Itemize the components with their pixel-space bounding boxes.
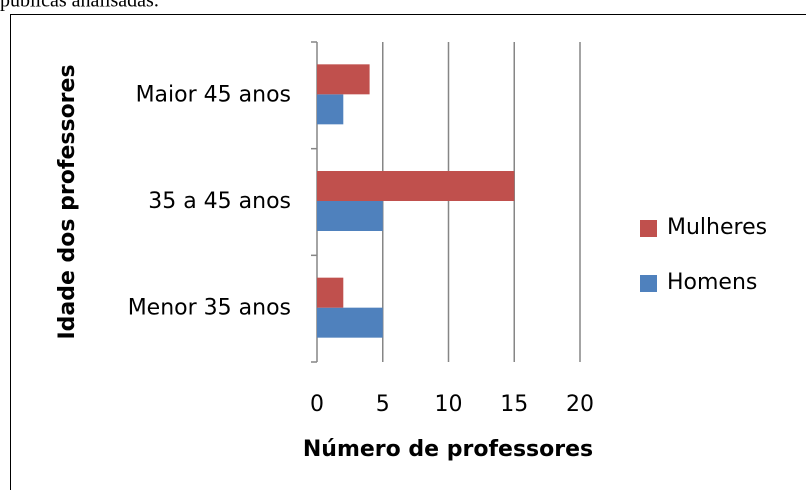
x-tick-label: 5 [376, 392, 390, 417]
legend-label: Mulheres [667, 215, 767, 240]
legend-swatch [640, 220, 657, 237]
bar [317, 277, 344, 308]
bar [317, 94, 344, 125]
legend-label: Homens [667, 270, 757, 295]
x-axis-title: Número de professores [303, 437, 593, 462]
x-tick-label: 0 [310, 392, 324, 417]
y-axis-title: Idade dos professores [55, 64, 80, 339]
y-tick-label: Menor 35 anos [128, 296, 291, 321]
bar [317, 307, 383, 338]
bar [317, 64, 370, 95]
x-tick-label: 15 [500, 392, 528, 417]
bar [317, 171, 515, 201]
x-tick-label: 20 [566, 392, 594, 417]
x-tick-label: 10 [435, 392, 463, 417]
legend-swatch [640, 275, 657, 292]
chart-frame [10, 14, 806, 490]
y-tick-label: 35 a 45 anos [148, 189, 291, 214]
bar [317, 201, 383, 231]
y-tick-label: Maior 45 anos [136, 82, 291, 107]
caption: públicas analisadas. [0, 0, 159, 12]
